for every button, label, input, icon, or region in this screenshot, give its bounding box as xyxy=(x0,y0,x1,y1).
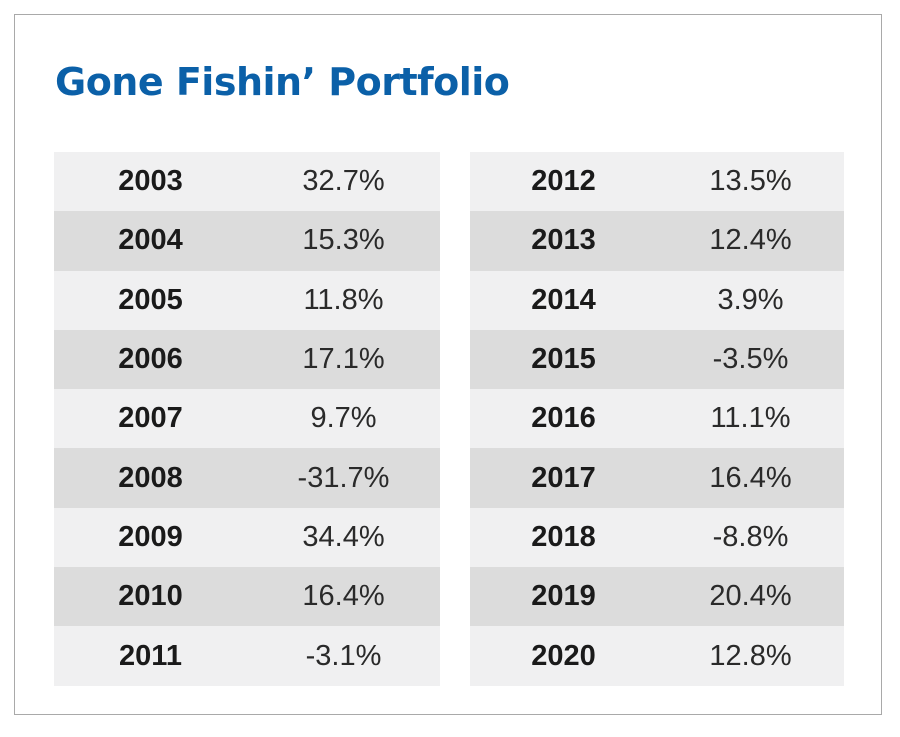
year-cell: 2009 xyxy=(118,520,183,553)
year-cell: 2006 xyxy=(118,343,183,376)
table-row: 2019 20.4% xyxy=(470,567,844,627)
return-cell: -31.7% xyxy=(297,461,390,494)
table-row: 2006 17.1% xyxy=(54,329,440,390)
table-row: 2003 32.7% xyxy=(54,152,440,212)
table-row: 2004 15.3% xyxy=(54,211,440,271)
year-cell: 2018 xyxy=(531,520,596,553)
table-row: 2005 11.8% xyxy=(54,270,440,330)
returns-table-right: 2012 13.5% 2013 12.4% 2014 3.9% 2015 -3.5% 2016 1… xyxy=(470,152,844,686)
return-cell: 9.7% xyxy=(310,402,377,435)
table-row: 2015 -3.5% xyxy=(470,329,844,390)
return-cell: -8.8% xyxy=(712,520,789,553)
portfolio-card: Gone Fishin’ Portfolio 2003 32.7% 2004 15.3… xyxy=(14,14,882,715)
return-cell: 11.8% xyxy=(303,283,384,316)
year-cell: 2020 xyxy=(531,639,596,672)
return-cell: -3.1% xyxy=(305,639,382,672)
year-cell: 2004 xyxy=(118,224,183,257)
table-row: 2007 9.7% xyxy=(54,389,440,449)
table-row: 2017 16.4% xyxy=(470,448,844,508)
table-row: 2009 34.4% xyxy=(54,507,440,568)
year-cell: 2019 xyxy=(531,580,596,613)
table-row: 2011 -3.1% xyxy=(54,626,440,686)
return-cell: 34.4% xyxy=(302,520,385,553)
year-cell: 2005 xyxy=(118,283,183,316)
table-row: 2010 16.4% xyxy=(54,567,440,627)
return-cell: -3.5% xyxy=(712,343,789,376)
year-cell: 2015 xyxy=(531,343,596,376)
table-row: 2020 12.8% xyxy=(470,626,844,686)
year-cell: 2016 xyxy=(531,402,596,435)
year-cell: 2011 xyxy=(119,639,182,672)
return-cell: 16.4% xyxy=(709,461,792,494)
return-cell: 20.4% xyxy=(709,580,792,613)
return-cell: 16.4% xyxy=(302,580,385,613)
return-cell: 32.7% xyxy=(302,165,385,198)
year-cell: 2003 xyxy=(118,165,183,198)
year-cell: 2013 xyxy=(531,224,596,257)
table-row: 2013 12.4% xyxy=(470,211,844,271)
year-cell: 2007 xyxy=(118,402,183,435)
year-cell: 2012 xyxy=(531,165,596,198)
return-cell: 11.1% xyxy=(710,402,791,435)
year-cell: 2014 xyxy=(531,283,596,316)
return-cell: 12.8% xyxy=(709,639,792,672)
year-cell: 2010 xyxy=(118,580,183,613)
table-row: 2012 13.5% xyxy=(470,152,844,212)
return-cell: 3.9% xyxy=(717,283,784,316)
year-cell: 2017 xyxy=(531,461,596,494)
table-row: 2014 3.9% xyxy=(470,270,844,330)
table-row: 2008 -31.7% xyxy=(54,448,440,508)
return-cell: 13.5% xyxy=(709,165,792,198)
return-cell: 12.4% xyxy=(709,224,792,257)
year-cell: 2008 xyxy=(118,461,183,494)
table-row: 2016 11.1% xyxy=(470,389,844,449)
returns-table-left: 2003 32.7% 2004 15.3% 2005 11.8% 2006 17.1% 2007… xyxy=(54,152,440,686)
table-row: 2018 -8.8% xyxy=(470,507,844,568)
return-cell: 15.3% xyxy=(302,224,385,257)
return-cell: 17.1% xyxy=(302,343,385,376)
chart-title: Gone Fishin’ Portfolio xyxy=(55,60,510,104)
